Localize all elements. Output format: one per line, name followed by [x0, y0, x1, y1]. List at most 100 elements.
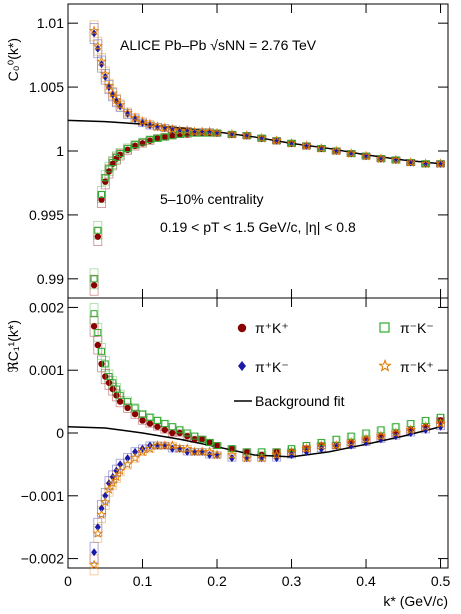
top-point-open-star: [331, 145, 342, 156]
top-point-open-star: [241, 130, 253, 141]
bottom-point-diamond: [132, 447, 139, 456]
legend-marker-pipkp: [237, 323, 247, 333]
top-syst-box: [89, 20, 99, 42]
top-point-open-star: [122, 107, 133, 118]
bottom-point-open-square: [98, 347, 106, 355]
top-point-diamond: [161, 123, 168, 132]
bottom-point-diamond: [102, 491, 109, 500]
top-point-circle: [124, 146, 131, 153]
top-point-diamond: [303, 141, 310, 150]
bottom-point-open-star: [103, 484, 115, 494]
xtick-label: 0.1: [133, 573, 153, 589]
bottom-point-circle: [124, 404, 131, 412]
bottom-syst-box: [123, 453, 133, 464]
top-point-open-star: [96, 56, 107, 66]
bottom-point-open-star: [137, 446, 148, 457]
top-syst-box: [108, 87, 118, 100]
bottom-point-open-square: [101, 360, 109, 368]
top-point-open-star: [100, 68, 111, 79]
bottom-point-open-square: [146, 413, 154, 421]
bottom-point-open-square: [153, 416, 161, 424]
top-syst-box: [100, 66, 110, 82]
bottom-point-open-star: [271, 449, 282, 460]
top-point-diamond: [258, 134, 265, 143]
top-point-open-star: [405, 157, 416, 167]
bottom-point-open-square: [105, 372, 113, 380]
top-point-open-star: [88, 25, 100, 36]
bottom-point-open-square: [168, 423, 176, 431]
top-point-open-star: [390, 154, 402, 165]
top-point-circle: [169, 132, 176, 139]
top-point-diamond: [273, 136, 280, 145]
top-syst-box: [112, 152, 121, 165]
top-syst-box: [97, 53, 106, 70]
legend-marker-pimkm: [379, 322, 390, 333]
bottom-syst-box: [93, 323, 103, 342]
bottom-point-open-star: [375, 430, 387, 441]
bottom-point-circle: [146, 420, 154, 427]
bottom-syst-box: [112, 464, 121, 477]
bottom-point-open-star: [88, 559, 100, 570]
bottom-point-open-star: [204, 446, 215, 457]
bottom-point-open-star: [100, 496, 111, 507]
top-point-open-star: [286, 137, 297, 148]
top-point-circle: [161, 133, 169, 141]
bottom-point-open-star: [129, 452, 141, 463]
bottom-point-open-square: [161, 420, 169, 428]
top-point-diamond: [243, 131, 250, 140]
top-point-open-star: [181, 125, 193, 135]
legend: π⁺K⁺ π⁻K⁻ π⁺K⁻ π⁻K⁺ Background fit: [234, 320, 434, 409]
top-syst-box: [93, 39, 103, 59]
bottom-point-open-square: [116, 391, 124, 399]
top-point-open-star: [152, 121, 163, 132]
top-point-open-star: [92, 40, 104, 51]
bottom-point-circle: [113, 392, 120, 399]
top-point-open-square: [116, 150, 124, 158]
bottom-point-circle: [198, 436, 206, 443]
top-point-open-star: [159, 122, 171, 133]
top-point-open-star: [256, 132, 267, 143]
bottom-background-fit-curve: [67, 425, 441, 458]
bottom-point-open-star: [390, 427, 402, 438]
top-point-open-square: [109, 159, 117, 167]
bottom-ytick-label: 0.001: [29, 362, 64, 378]
bottom-point-open-square: [139, 410, 147, 418]
bottom-point-open-star: [211, 449, 223, 460]
legend-label-pipkp: π⁺K⁺: [255, 320, 289, 336]
bottom-point-open-star: [226, 449, 238, 460]
xtick-label: 0: [64, 573, 72, 589]
top-point-open-square: [124, 144, 132, 152]
bottom-point-diamond: [98, 504, 105, 513]
bottom-xlabel: k* (GeV/c): [383, 593, 448, 609]
top-syst-box: [89, 22, 99, 44]
top-syst-box: [108, 156, 118, 169]
bottom-point-circle: [213, 442, 221, 449]
bottom-point-open-star: [144, 443, 156, 454]
top-point-diamond: [184, 126, 191, 135]
bottom-point-circle: [105, 379, 113, 386]
legend-marker-pipkm: [238, 361, 246, 371]
bottom-point-open-square: [131, 404, 139, 412]
top-point-open-star: [375, 153, 387, 164]
legend-label-pimkm: π⁻K⁻: [400, 320, 434, 336]
bottom-syst-box: [115, 458, 125, 470]
bottom-point-diamond: [117, 460, 124, 469]
top-syst-box: [108, 157, 118, 171]
top-point-diamond: [176, 126, 183, 135]
top-point-open-star: [137, 116, 148, 127]
bottom-point-diamond: [191, 447, 198, 456]
top-point-open-square: [139, 138, 147, 146]
top-point-open-star: [144, 118, 156, 129]
bottom-point-open-star: [405, 424, 416, 435]
top-syst-box: [89, 268, 99, 290]
top-point-open-star: [271, 135, 282, 146]
top-point-circle: [146, 137, 154, 144]
bottom-point-open-star: [122, 458, 133, 469]
top-point-open-square: [105, 165, 113, 173]
bottom-point-open-square: [94, 329, 102, 337]
bottom-point-open-square: [198, 435, 206, 443]
bottom-point-open-star: [301, 443, 312, 454]
top-point-open-square: [112, 153, 120, 161]
top-syst-box: [115, 147, 125, 160]
